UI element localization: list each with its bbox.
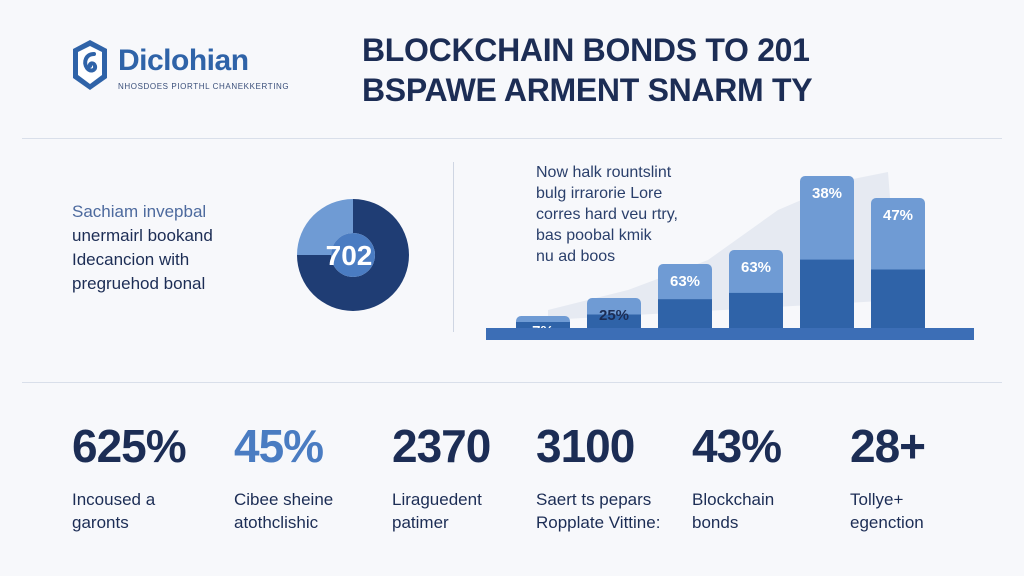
chart-note-line: nu ad boos bbox=[536, 248, 616, 265]
bar-lower-segment bbox=[800, 259, 854, 328]
donut-center-label: 702 bbox=[326, 240, 373, 271]
stat-label-line: bonds bbox=[692, 513, 739, 532]
chart-note-line: bas poobal kmik bbox=[536, 227, 652, 244]
title-line-1: BLOCKCHAIN BONDS TO 201 bbox=[362, 32, 810, 68]
stat-value: 28+ bbox=[850, 420, 926, 472]
bar-value-label: 25% bbox=[599, 307, 629, 324]
chart-note: Now halk rountslint bulg irrarorie Lore … bbox=[536, 162, 736, 267]
stat-label: Incoused a garonts bbox=[72, 488, 222, 534]
bar-lower-segment bbox=[516, 322, 570, 328]
bottom-divider bbox=[22, 382, 1002, 383]
stat-value: 3100 bbox=[536, 420, 635, 472]
intro-line: pregruehod bonal bbox=[72, 274, 206, 293]
stat-label-line: Blockchain bbox=[692, 490, 775, 509]
stats-row: 625% Incoused a garonts 45% Cibee sheine… bbox=[0, 420, 1024, 550]
stat-label: Saert ts pepars Ropplate Vittine: bbox=[536, 488, 706, 534]
bar-value-label: 63% bbox=[741, 259, 771, 276]
bar-value-label: 47% bbox=[883, 207, 913, 224]
stat-item: 2370 Liraguedent patimer bbox=[392, 420, 542, 534]
stat-item: 28+ Tollye+ egenction bbox=[850, 420, 990, 534]
donut-hole bbox=[331, 233, 375, 277]
bar-value-label: 63% bbox=[670, 273, 700, 290]
stat-label-line: Ropplate Vittine: bbox=[536, 513, 661, 532]
bar-lower-segment bbox=[729, 292, 783, 328]
vertical-divider bbox=[453, 162, 454, 332]
brand-logo: Diclohian NHOSDOES PIORTHL CHANEKKERTING bbox=[70, 38, 300, 98]
intro-line: Idecancion with bbox=[72, 250, 190, 269]
stat-label-line: Liraguedent bbox=[392, 490, 482, 509]
chart-note-line: Now halk rountslint bbox=[536, 164, 672, 181]
donut-chart: 702 bbox=[297, 199, 409, 311]
intro-text: Sachiam invepbal unermairl bookand Ideca… bbox=[72, 200, 272, 296]
chart-note-line: corres hard veu rtry, bbox=[536, 206, 678, 223]
brand-name: Diclohian bbox=[118, 44, 249, 77]
intro-line: unermairl bookand bbox=[72, 226, 213, 245]
stat-label-line: garonts bbox=[72, 513, 129, 532]
shield-logo-icon bbox=[73, 40, 107, 90]
stat-value: 45% bbox=[234, 420, 324, 472]
stat-label: Cibee sheine atothclishic bbox=[234, 488, 384, 534]
donut-slice-major bbox=[297, 199, 409, 311]
bar-lower-segment bbox=[871, 269, 925, 328]
bar-lower-segment bbox=[658, 299, 712, 328]
chart-note-line: bulg irrarorie Lore bbox=[536, 185, 663, 202]
stat-label-line: Tollye+ bbox=[850, 490, 904, 509]
stat-label-line: Saert ts pepars bbox=[536, 490, 652, 509]
stat-item: 3100 Saert ts pepars Ropplate Vittine: bbox=[536, 420, 706, 534]
top-divider bbox=[22, 138, 1002, 139]
page-title: BLOCKCHAIN BONDS TO 201 BSPAWE ARMENT SN… bbox=[362, 30, 922, 110]
stat-value: 2370 bbox=[392, 420, 491, 472]
stat-label: Blockchain bonds bbox=[692, 488, 842, 534]
bar-lower-segment bbox=[587, 314, 641, 328]
bar-value-label: 38% bbox=[812, 185, 842, 202]
stat-label-line: Cibee sheine bbox=[234, 490, 334, 509]
stat-label: Tollye+ egenction bbox=[850, 488, 990, 534]
donut-slice-minor bbox=[297, 199, 353, 255]
brand-tagline: NHOSDOES PIORTHL CHANEKKERTING bbox=[118, 82, 290, 91]
stat-label-line: atothclishic bbox=[234, 513, 319, 532]
stat-item: 625% Incoused a garonts bbox=[72, 420, 222, 534]
stat-item: 43% Blockchain bonds bbox=[692, 420, 842, 534]
stat-label-line: Incoused a bbox=[72, 490, 156, 509]
intro-line: Sachiam invepbal bbox=[72, 202, 207, 221]
stat-label-line: patimer bbox=[392, 513, 449, 532]
title-line-2: BSPAWE ARMENT SNARM TY bbox=[362, 72, 813, 108]
stat-item: 45% Cibee sheine atothclishic bbox=[234, 420, 384, 534]
chart-baseline bbox=[486, 328, 974, 340]
stat-value: 43% bbox=[692, 420, 782, 472]
stat-value: 625% bbox=[72, 420, 187, 472]
stat-label-line: egenction bbox=[850, 513, 924, 532]
stat-label: Liraguedent patimer bbox=[392, 488, 542, 534]
bar-chart: 7%25%63%63%38%47% bbox=[486, 172, 974, 340]
